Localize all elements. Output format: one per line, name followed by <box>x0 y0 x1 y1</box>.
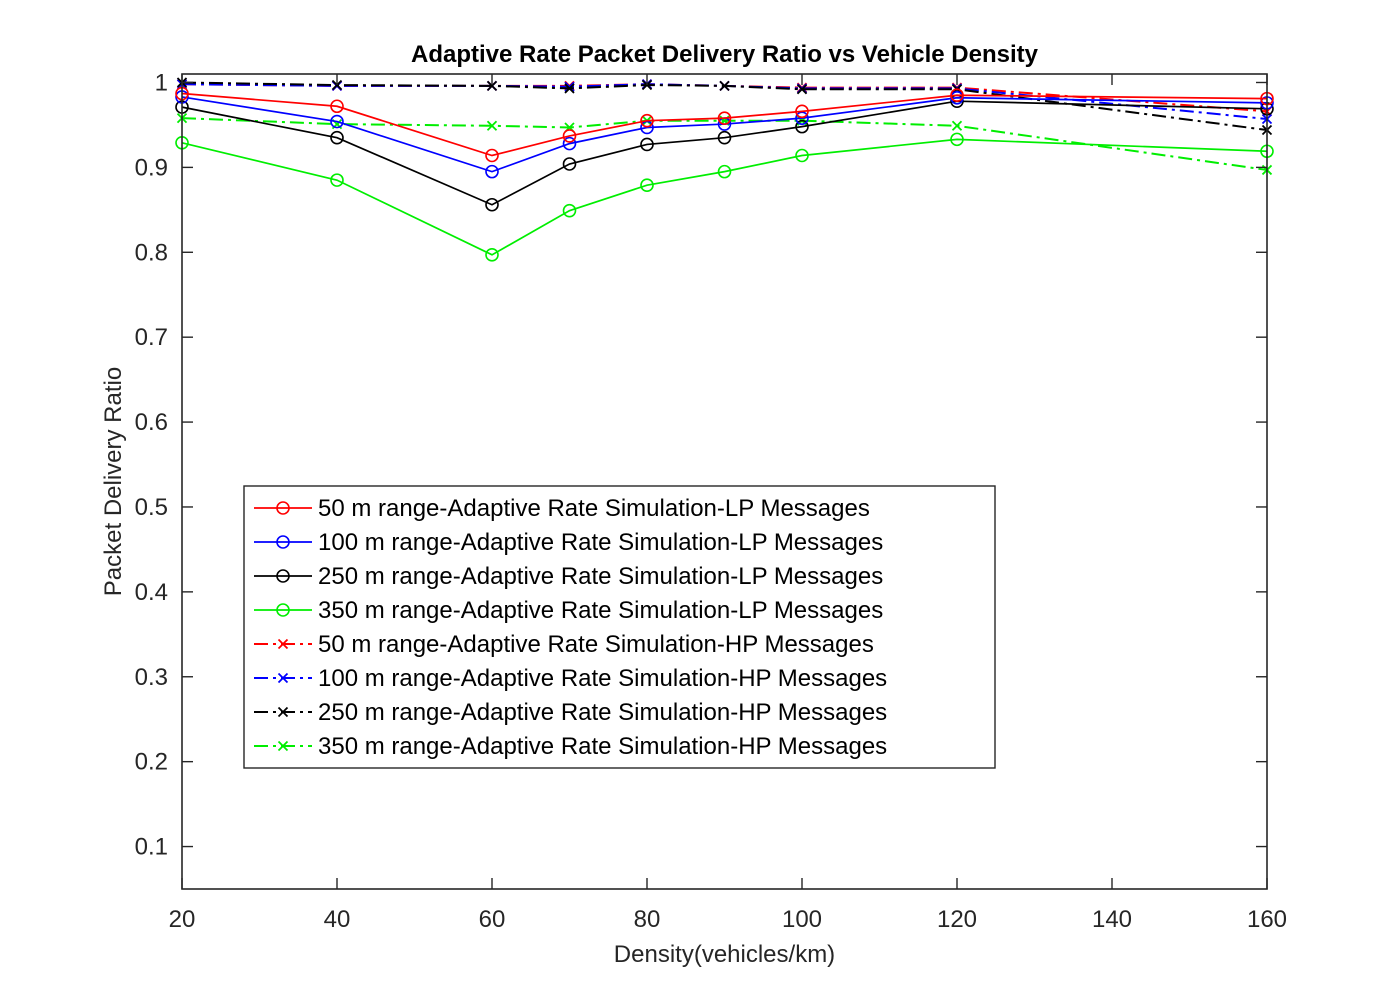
legend-item: 50 m range-Adaptive Rate Simulation-LP M… <box>254 495 870 522</box>
y-tick-label: 0.3 <box>135 664 168 691</box>
legend-label: 50 m range-Adaptive Rate Simulation-LP M… <box>318 495 870 522</box>
data-point <box>950 88 964 103</box>
y-tick-label: 0.7 <box>135 324 168 351</box>
y-tick-label: 0.5 <box>135 494 168 521</box>
legend-label: 250 m range-Adaptive Rate Simulation-LP … <box>318 563 883 590</box>
ticks-layer: 20 40 60 80 100 120 140 160 0.1 0.2 0.3 0.4 0.5 0.6 0.… <box>135 69 1287 933</box>
legend-item: 350 m range-Adaptive Rate Simulation-LP … <box>254 597 883 624</box>
y-tick-label: 0.2 <box>135 749 168 776</box>
data-point <box>330 114 344 129</box>
series-line <box>181 138 1268 256</box>
data-point <box>640 113 654 128</box>
data-point <box>717 130 732 145</box>
legend-marker <box>276 603 290 617</box>
data-point <box>485 148 499 163</box>
x-tick-label: 140 <box>1092 906 1132 933</box>
legend-marker <box>276 501 290 515</box>
data-point <box>640 178 654 193</box>
x-tick-label: 80 <box>634 906 661 933</box>
legend-marker <box>276 535 290 549</box>
data-point <box>564 81 575 92</box>
legend-item: 50 m range-Adaptive Rate Simulation-HP M… <box>254 631 874 658</box>
data-point <box>485 248 499 262</box>
axes-box <box>181 73 1268 890</box>
legend-marker <box>277 638 289 650</box>
legend-label: 350 m range-Adaptive Rate Simulation-HP … <box>318 733 887 760</box>
data-point <box>950 132 964 147</box>
data-point <box>330 99 344 114</box>
legend-item: 250 m range-Adaptive Rate Simulation-LP … <box>254 563 883 590</box>
data-point <box>331 79 343 91</box>
x-tick-label: 20 <box>169 906 196 933</box>
y-tick-label: 0.4 <box>135 579 168 606</box>
data-point <box>795 104 809 119</box>
legend: 50 m range-Adaptive Rate Simulation-LP M… <box>243 485 996 769</box>
legend-item: 100 m range-Adaptive Rate Simulation-LP … <box>254 529 883 556</box>
data-point <box>951 120 963 131</box>
data-point <box>486 120 498 131</box>
data-point <box>795 119 809 134</box>
chart-title: Adaptive Rate Packet Delivery Ratio vs V… <box>411 41 1039 68</box>
legend-item: 350 m range-Adaptive Rate Simulation-HP … <box>254 733 887 760</box>
y-tick-label: 1 <box>155 69 168 96</box>
legend-marker <box>277 740 289 752</box>
data-point <box>330 130 344 145</box>
series-7 <box>176 77 1273 136</box>
x-tick-label: 120 <box>937 906 977 933</box>
legend-marker <box>276 569 290 583</box>
y-tick-label: 0.1 <box>135 834 168 861</box>
y-axis-label: Packet Delivery Ratio <box>100 367 127 596</box>
x-tick-label: 160 <box>1247 906 1287 933</box>
data-point <box>562 129 577 143</box>
data-point <box>562 157 577 171</box>
series-line <box>181 92 1268 157</box>
data-point <box>717 164 732 179</box>
legend-item: 100 m range-Adaptive Rate Simulation-HP … <box>254 665 887 692</box>
x-axis-label: Density(vehicles/km) <box>614 941 835 968</box>
legend-label: 100 m range-Adaptive Rate Simulation-LP … <box>318 529 883 556</box>
data-point <box>564 83 575 94</box>
data-point <box>330 173 344 187</box>
data-point <box>719 80 730 92</box>
data-point <box>795 148 809 163</box>
y-tick-label: 0.6 <box>135 409 168 436</box>
data-point <box>486 80 498 92</box>
y-tick-label: 0.9 <box>135 154 168 181</box>
data-point <box>796 84 808 95</box>
x-tick-label: 60 <box>479 906 506 933</box>
x-tick-label: 40 <box>324 906 351 933</box>
data-point <box>641 79 653 91</box>
legend-marker <box>277 706 289 718</box>
legend-item: 250 m range-Adaptive Rate Simulation-HP … <box>254 699 887 726</box>
data-point <box>640 137 654 152</box>
data-point <box>717 111 732 125</box>
data-point <box>485 164 499 179</box>
legend-label: 50 m range-Adaptive Rate Simulation-HP M… <box>318 631 874 658</box>
legend-label: 100 m range-Adaptive Rate Simulation-HP … <box>318 665 887 692</box>
legend-marker <box>277 672 289 684</box>
data-point <box>485 197 499 212</box>
series-3 <box>175 94 1274 212</box>
legend-label: 350 m range-Adaptive Rate Simulation-LP … <box>318 597 883 624</box>
data-point <box>562 203 577 218</box>
y-tick-label: 0.8 <box>135 239 168 266</box>
x-tick-label: 100 <box>782 906 822 933</box>
data-point <box>562 136 577 151</box>
legend-label: 250 m range-Adaptive Rate Simulation-HP … <box>318 699 887 726</box>
series-line <box>181 100 1268 206</box>
legend-box <box>243 485 996 769</box>
